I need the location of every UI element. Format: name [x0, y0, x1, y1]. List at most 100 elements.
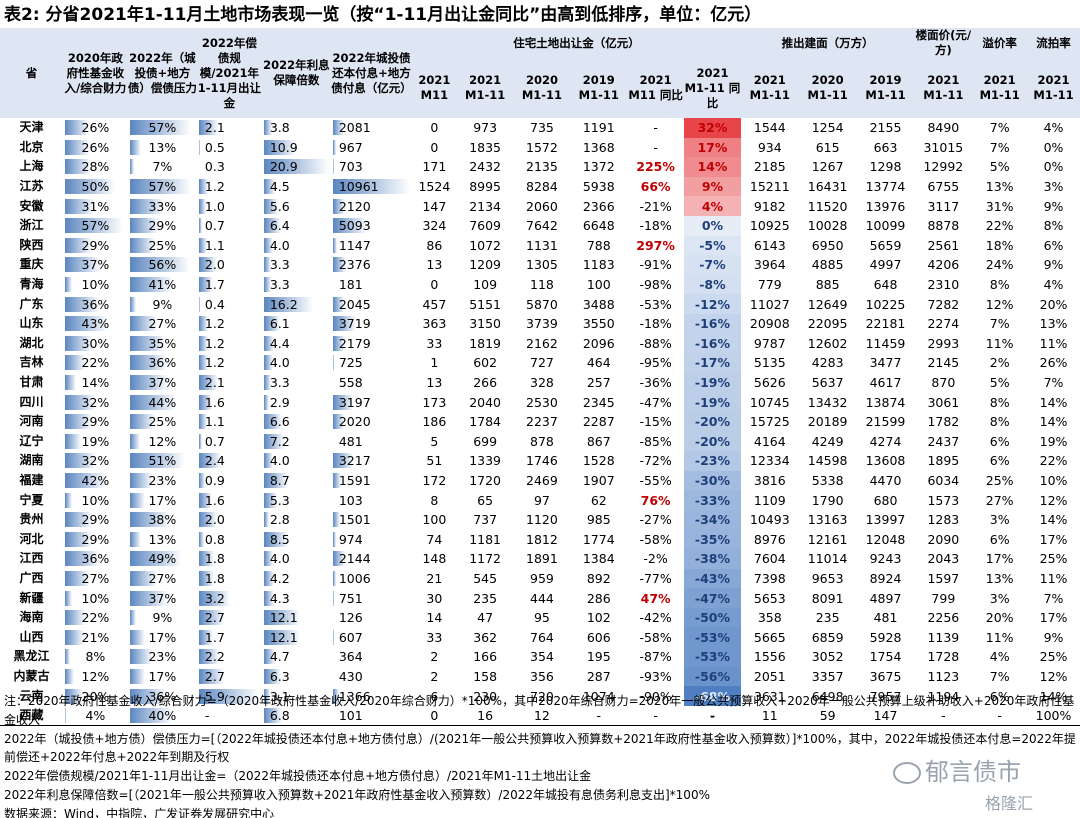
cell-fund-ratio: 12% [63, 667, 128, 687]
databar-fill [332, 570, 337, 586]
cell-repay-amount: 558 [331, 373, 412, 393]
cell-value: 2.8 [269, 512, 290, 528]
cell-launch-2021: 15211 [749, 179, 790, 195]
cell-value: 44% [148, 394, 177, 410]
cell-interest-cover: 3.3 [262, 255, 331, 275]
cell-value: 12.1 [269, 629, 298, 645]
cell-launch-2019: 1754 [869, 649, 902, 665]
cell-2021-m1-11: 109 [473, 277, 498, 293]
cell-floor-price: 6755 [927, 179, 960, 195]
cell-floor-price: 2993 [927, 335, 960, 351]
cell-value: 1.6 [204, 394, 225, 410]
cell-premium-rate: 8% [989, 394, 1010, 410]
cell-floor-price: 1123 [927, 668, 960, 684]
cell-value: 2.1 [204, 375, 225, 391]
cell-value: 1.2 [204, 335, 225, 351]
cell-2021-m1-11: 16 [456, 705, 514, 726]
databar-fill [198, 179, 208, 195]
table-row: 新疆 10% 37% 3.2 4.3 751 30 235 444 286 47% -47% 5653 8… [0, 588, 1080, 608]
cell-fail-rate: 4% [1043, 120, 1064, 136]
databar-fill [129, 414, 155, 430]
cell-debt-pressure: 35% [128, 334, 197, 354]
cell-launch-2021: 10925 [749, 218, 790, 234]
cell-province: 山西 [19, 629, 44, 644]
cell-province: 广东 [19, 296, 44, 311]
cell-province: 吉林 [19, 355, 44, 370]
cell-premium-rate: 7% [989, 139, 1010, 155]
cell-repay-amount: 1006 [331, 569, 412, 589]
cell-launch-2020: 9653 [811, 570, 844, 586]
cell-2020-m1-11: 356 [530, 668, 554, 684]
cell-launch-2020: 4885 [811, 257, 844, 273]
cell-fund-ratio: 37% [63, 255, 128, 275]
cell-launch-2021: 11027 [749, 296, 790, 312]
cell-launch-2021: 10493 [749, 512, 790, 528]
cell-fail-rate: 6% [1043, 237, 1064, 253]
cell-launch-2021: 1544 [753, 120, 786, 136]
cell-value: 35% [148, 335, 177, 351]
cell-m11-yoy: 66% [640, 179, 671, 195]
cell-2019-m1-11: 1774 [582, 531, 615, 547]
cell-launch-2020: 1790 [811, 492, 844, 508]
cell-value: 2179 [338, 335, 371, 351]
cell-repay-amount: 3719 [331, 314, 412, 334]
cell-m1-11-yoy: -50% [684, 607, 741, 628]
cell-2020-m1-11: 1891 [526, 551, 558, 567]
cell-value: 558 [338, 375, 363, 391]
databar-fill [129, 218, 160, 234]
cell-value: 6.3 [269, 668, 290, 684]
cell-premium-rate: 6% [989, 531, 1010, 547]
databar-fill [263, 355, 273, 371]
cell-value: 33% [148, 198, 177, 214]
cell-launch-2020: 10028 [807, 218, 848, 234]
cell-2020-m1-11: 97 [533, 492, 550, 508]
cell-value: 1.6 [204, 492, 225, 508]
cell-value: 1.1 [204, 414, 225, 430]
header-launch-2021: 2021 M1-11 [740, 58, 799, 118]
cell-2021-m11: 1524 [418, 179, 451, 195]
cell-premium-rate: 18% [985, 237, 1014, 253]
cell-launch-2020: 615 [815, 139, 840, 155]
cell-2019-m1-11: 1368 [582, 139, 615, 155]
cell-2021-m11: 33 [426, 335, 443, 351]
table-row: 青海 10% 41% 1.7 3.3 181 0 109 118 100 -98% -8% 779 885… [0, 274, 1080, 295]
cell-interest-cover: 8.5 [262, 529, 331, 549]
cell-launch-2019: 5928 [869, 629, 902, 645]
databar-fill [332, 355, 335, 371]
cell-2021-m1-11: 7609 [469, 218, 502, 234]
cell-interest-cover: 3.8 [262, 118, 331, 138]
cell-value: 40% [148, 707, 177, 723]
cell-value: 27% [148, 570, 177, 586]
cell-repay-amount: 126 [331, 608, 412, 628]
databar-fill [64, 355, 85, 371]
cell-2021-m11: 33 [426, 629, 443, 645]
cell-fail-rate: 0% [1043, 139, 1064, 155]
cell-m11-yoy: -93% [639, 668, 672, 684]
cell-launch-2020: 13432 [807, 394, 848, 410]
cell-floor-price: 1194 [927, 688, 960, 704]
databar-fill [198, 531, 204, 547]
cell-floor-price: 1573 [927, 492, 960, 508]
cell-repay-amount: 10961 [331, 177, 412, 197]
cell-debt-pressure: 9% [128, 294, 197, 314]
cell-value: 12% [148, 433, 177, 449]
cell-premium-rate: 24% [985, 257, 1014, 273]
databar-fill [64, 335, 94, 351]
cell-fail-rate: 7% [1043, 375, 1064, 391]
cell-repay-amount: 181 [331, 275, 412, 295]
cell-launch-2019: 7957 [869, 688, 902, 704]
cell-2019-m1-11: 1528 [582, 453, 615, 469]
cell-m1-11-yoy: -16% [684, 333, 741, 354]
header-premium-2021: 2021 M1-11 [972, 58, 1028, 118]
cell-province: 江西 [19, 551, 44, 566]
cell-value: 3217 [338, 453, 371, 469]
cell-repay-ratio: 1.7 [197, 627, 262, 647]
cell-repay-ratio: 0.4 [197, 294, 262, 314]
cell-debt-pressure: 41% [128, 275, 197, 295]
cell-value: 32% [81, 453, 110, 469]
cell-m11-yoy: -58% [639, 629, 672, 645]
databar-fill [263, 277, 271, 293]
cell-value: 17% [148, 629, 177, 645]
cell-repay-ratio: 2.7 [197, 608, 262, 628]
cell-value: 10% [81, 492, 110, 508]
